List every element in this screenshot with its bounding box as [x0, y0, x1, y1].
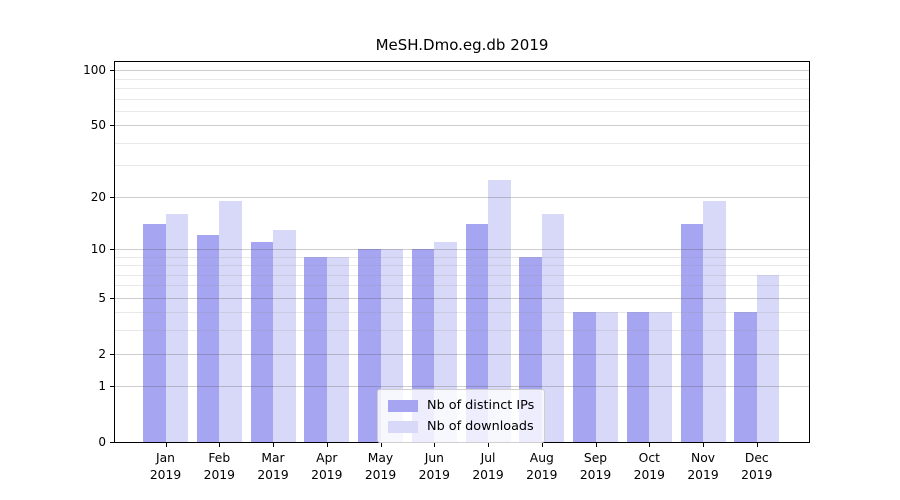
bar — [649, 312, 672, 442]
x-tick-mark — [541, 443, 543, 447]
x-tick-mark — [595, 443, 597, 447]
x-tick-label: Aug 2019 — [526, 451, 558, 482]
y-tick-mark — [110, 248, 114, 250]
bar — [465, 223, 488, 442]
x-tick-mark — [219, 443, 221, 447]
bar — [573, 312, 596, 442]
y-tick-label: 10 — [90, 241, 106, 256]
x-tick-label: Sep 2019 — [579, 451, 612, 482]
y-tick-label: 2 — [98, 346, 106, 361]
legend-item-distinct-ips: Nb of distinct IPs — [388, 398, 534, 413]
x-tick-label: Mar 2019 — [257, 451, 289, 482]
y-tick-label: 100 — [83, 63, 106, 78]
y-tick-mark — [110, 386, 114, 388]
x-tick-mark — [380, 443, 382, 447]
x-tick-mark — [326, 443, 328, 447]
bar — [219, 200, 242, 442]
y-tick-label: 5 — [98, 290, 106, 305]
legend: Nb of distinct IPs Nb of downloads — [377, 389, 546, 443]
bar — [626, 312, 650, 442]
y-tick-mark — [110, 70, 114, 72]
y-tick-mark — [110, 196, 114, 198]
bar — [541, 213, 565, 442]
y-tick-label: 1 — [98, 379, 106, 394]
bar — [196, 235, 220, 442]
x-tick-label: Oct 2019 — [633, 451, 665, 482]
bar — [165, 213, 188, 442]
x-tick-label: Jul 2019 — [472, 451, 504, 482]
x-tick-label: Feb 2019 — [203, 451, 235, 482]
y-tick-label: 50 — [90, 118, 106, 133]
legend-swatch-distinct-ips — [388, 399, 418, 412]
x-tick-mark — [488, 443, 489, 447]
y-tick-mark — [110, 353, 114, 355]
bar — [595, 312, 618, 442]
bar — [703, 200, 726, 442]
bar — [250, 241, 273, 442]
bar — [358, 248, 381, 442]
legend-label-distinct-ips: Nb of distinct IPs — [427, 398, 535, 413]
y-tick-mark — [110, 442, 114, 443]
x-tick-mark — [756, 443, 758, 447]
x-tick-mark — [649, 443, 651, 447]
bars-layer — [115, 62, 809, 442]
bar — [488, 179, 511, 442]
x-tick-mark — [703, 443, 704, 447]
x-tick-mark — [165, 443, 167, 447]
bar — [143, 223, 166, 442]
x-tick-label: May 2019 — [364, 451, 397, 482]
y-tick-mark — [110, 297, 114, 299]
x-tick-label: Jan 2019 — [149, 451, 182, 482]
plot-area — [114, 61, 810, 443]
legend-label-downloads: Nb of downloads — [427, 419, 534, 434]
x-tick-mark — [434, 443, 436, 447]
x-tick-label: Jun 2019 — [418, 451, 450, 482]
y-tick-mark — [110, 125, 114, 127]
x-tick-label: Apr 2019 — [311, 451, 343, 482]
bar — [734, 312, 757, 442]
chart-title: MeSH.Dmo.eg.db 2019 — [375, 36, 549, 54]
bar — [756, 274, 780, 442]
bar — [273, 229, 296, 442]
x-tick-label: Nov 2019 — [687, 451, 719, 482]
x-tick-label: Dec 2019 — [741, 451, 773, 482]
bar — [304, 256, 327, 442]
y-tick-label: 20 — [90, 189, 106, 204]
bar — [680, 223, 703, 442]
legend-swatch-downloads — [388, 420, 418, 433]
x-tick-mark — [273, 443, 274, 447]
y-tick-label: 0 — [98, 435, 106, 449]
bar — [326, 256, 350, 442]
legend-item-downloads: Nb of downloads — [388, 419, 534, 434]
